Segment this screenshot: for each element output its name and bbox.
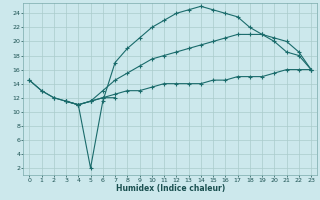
- X-axis label: Humidex (Indice chaleur): Humidex (Indice chaleur): [116, 184, 225, 193]
